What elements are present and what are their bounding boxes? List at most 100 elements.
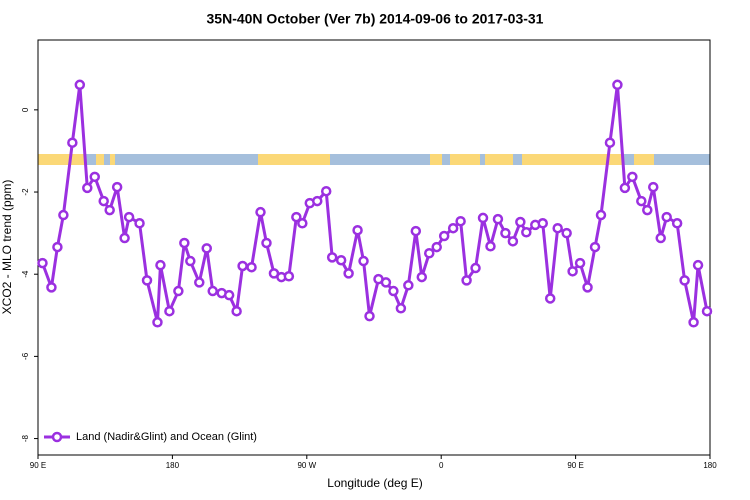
data-point xyxy=(119,232,130,244)
data-point xyxy=(297,218,308,229)
data-point xyxy=(477,212,489,224)
legend-marker xyxy=(51,431,63,443)
data-point xyxy=(544,293,556,304)
data-point xyxy=(595,209,607,221)
data-point xyxy=(111,181,123,193)
data-point xyxy=(574,257,586,269)
data-point xyxy=(74,79,86,91)
data-point xyxy=(604,137,616,148)
data-point xyxy=(255,206,266,218)
data-point xyxy=(521,227,532,238)
data-point xyxy=(492,213,504,225)
data-point xyxy=(692,259,704,271)
data-point xyxy=(52,241,63,253)
x-axis-label: Longitude (deg E) xyxy=(327,476,422,490)
data-point xyxy=(561,227,572,239)
x-tick-label: 90 E xyxy=(567,461,583,470)
data-point xyxy=(537,218,548,229)
data-point xyxy=(364,310,375,322)
data-point xyxy=(82,182,93,194)
chart-title: 35N-40N October (Ver 7b) 2014-09-06 to 2… xyxy=(207,11,544,27)
data-point xyxy=(582,282,593,293)
data-point xyxy=(164,305,175,317)
data-point xyxy=(98,195,109,207)
data-point xyxy=(671,218,683,229)
data-point xyxy=(343,268,354,279)
data-point xyxy=(291,211,302,223)
data-point xyxy=(237,260,248,272)
x-tick-label: 90 W xyxy=(297,461,316,470)
plot-frame xyxy=(37,39,711,456)
y-axis-label: XCO2 - MLO trend (ppm) xyxy=(0,180,14,315)
data-point xyxy=(67,137,78,148)
x-tick-label: 0 xyxy=(439,461,444,470)
data-point xyxy=(431,241,442,253)
data-point xyxy=(134,218,145,229)
data-point xyxy=(326,252,338,263)
data-point xyxy=(627,171,638,183)
data-point xyxy=(679,275,690,286)
data-point xyxy=(424,248,435,259)
data-point xyxy=(636,195,647,207)
data-point xyxy=(403,280,414,291)
data-point xyxy=(485,241,496,252)
data-point xyxy=(470,262,481,274)
data-point xyxy=(194,277,205,288)
data-point xyxy=(320,185,332,197)
data-point xyxy=(207,285,218,297)
data-point xyxy=(201,243,212,254)
data-point xyxy=(123,211,135,223)
data-point xyxy=(567,266,578,277)
data-point xyxy=(155,259,166,271)
data-point xyxy=(173,285,184,297)
data-point xyxy=(223,289,235,301)
data-point xyxy=(589,241,601,253)
data-point xyxy=(416,271,428,283)
data-point xyxy=(410,225,422,237)
data-point xyxy=(447,222,459,234)
data-point xyxy=(152,317,163,328)
x-tick-label: 180 xyxy=(166,461,180,470)
data-point xyxy=(283,271,295,282)
data-point xyxy=(612,79,623,91)
surface-band xyxy=(38,154,710,165)
data-point xyxy=(89,171,100,183)
data-point xyxy=(395,303,407,314)
data-point xyxy=(455,215,466,227)
data-point xyxy=(552,222,563,234)
x-tick-label: 180 xyxy=(703,461,717,470)
data-point xyxy=(185,255,196,267)
data-point xyxy=(648,181,659,193)
data-point xyxy=(701,305,713,317)
data-point xyxy=(179,237,190,249)
y-tick-label: -8 xyxy=(21,434,30,442)
legend: Land (Nadir&Glint) and Ocean (Glint) xyxy=(44,431,257,443)
data-point xyxy=(688,317,699,328)
data-point xyxy=(335,254,347,266)
data-point xyxy=(352,224,363,236)
data-point xyxy=(141,275,153,286)
data-point xyxy=(507,236,519,247)
data-point xyxy=(515,216,526,228)
data-point xyxy=(388,285,399,297)
data-point xyxy=(46,282,57,293)
data-point xyxy=(104,204,115,216)
y-tick-label: -6 xyxy=(21,352,30,360)
legend-label: Land (Nadir&Glint) and Ocean (Glint) xyxy=(76,431,257,443)
y-tick-label: 0 xyxy=(21,107,30,112)
data-point xyxy=(500,227,511,239)
data-point xyxy=(438,230,450,242)
data-point xyxy=(246,261,257,273)
data-point xyxy=(261,237,272,249)
data-point xyxy=(619,182,631,194)
data-point xyxy=(642,204,653,216)
y-tick-label: -2 xyxy=(21,188,30,196)
data-point xyxy=(661,211,672,223)
data-point xyxy=(461,275,472,286)
data-point xyxy=(231,305,242,317)
y-tick-label: -4 xyxy=(21,270,30,278)
data-point xyxy=(358,255,369,267)
series-line xyxy=(41,83,709,324)
x-tick-label: 90 E xyxy=(30,461,46,470)
